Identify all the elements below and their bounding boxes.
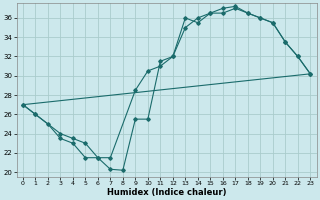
X-axis label: Humidex (Indice chaleur): Humidex (Indice chaleur) bbox=[107, 188, 226, 197]
